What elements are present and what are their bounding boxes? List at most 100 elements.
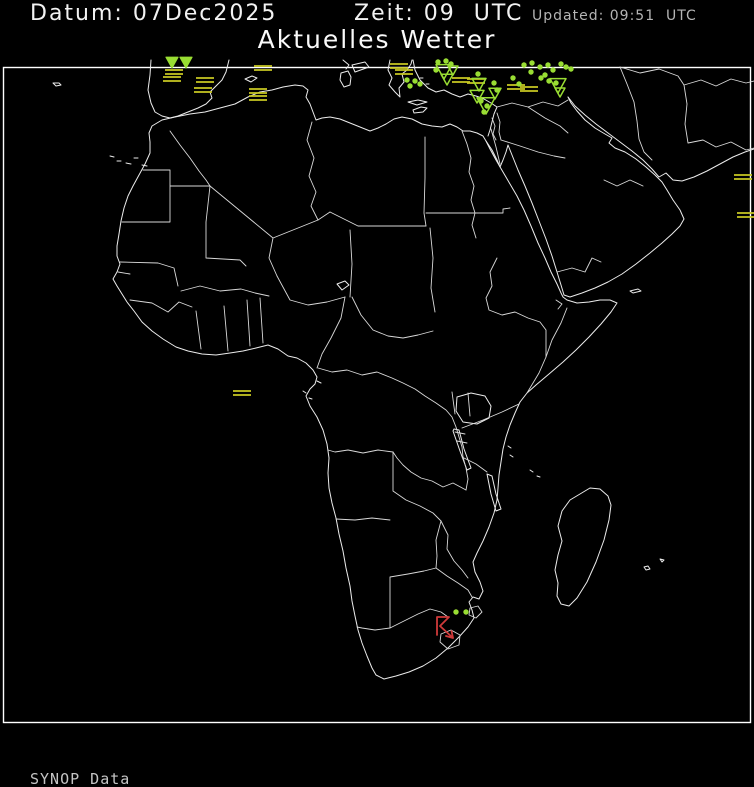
page-title: Aktuelles Wetter (257, 25, 497, 54)
guinea-borders (129, 299, 193, 313)
angola-drc-border (327, 449, 394, 454)
rain-dot-symbol (435, 59, 441, 65)
turkey-levant-coastline (412, 59, 498, 137)
rain-dot-symbol (491, 80, 497, 86)
rain-dot-symbol (475, 71, 481, 77)
mist-symbol (390, 63, 408, 69)
rain-dot-symbol (528, 69, 534, 75)
rain-dot-symbol (558, 61, 564, 67)
nile-river (461, 128, 501, 239)
mist-symbol (520, 86, 538, 92)
afghanistan-borders (683, 78, 754, 151)
botswana-southafrica-border (389, 608, 449, 629)
mist-symbol (734, 174, 752, 180)
iran-gulf-coastline (567, 96, 754, 182)
namibia-botswana-borders (356, 567, 437, 631)
lake-malawi (486, 473, 502, 512)
coastlines-layer (52, 59, 754, 680)
rain-dot-symbol (443, 58, 449, 64)
rain-dot-symbol (407, 83, 413, 89)
arabia-coastline (485, 96, 685, 298)
iran-north-border (619, 66, 685, 86)
eswatini-border (468, 605, 483, 619)
shower-triangle-symbol (549, 77, 567, 94)
shower-triangle-symbol (476, 97, 496, 115)
map-frame (2, 66, 752, 724)
reunion-mauritius-islands (643, 558, 665, 571)
sicily-italy (342, 59, 370, 73)
morocco-algeria-border (169, 130, 211, 187)
socotra-island (629, 288, 642, 294)
algeria-libya-border (306, 121, 331, 221)
mist-symbol (196, 77, 214, 83)
turkey-syria-border (496, 99, 569, 108)
levant-borders (491, 112, 502, 141)
western-sahara-borders (121, 169, 211, 223)
madagascar (554, 487, 612, 607)
iraq-iran-border (619, 66, 653, 161)
rain-dot-symbol (417, 81, 423, 87)
zimbabwe-borders (435, 520, 473, 598)
greece-coastline (387, 59, 413, 98)
mist-symbol (467, 78, 485, 84)
rain-dot-symbol (537, 64, 543, 70)
libya-south-border (329, 211, 427, 227)
egypt-libya-border (423, 136, 427, 227)
updated-label: Updated: 09:51 UTC (532, 8, 697, 24)
egypt-sudan-border (425, 207, 511, 214)
balearic-islands (244, 75, 258, 83)
niger-chad-border (349, 229, 353, 298)
shower-triangle-symbol (554, 87, 566, 98)
rain-dot-symbol (412, 78, 418, 84)
shower-triangle-symbol (488, 87, 502, 100)
rain-dot-symbol (542, 72, 548, 78)
cyprus (412, 106, 428, 114)
rain-dot-symbol (404, 77, 410, 83)
rain-dot-symbol (521, 62, 527, 68)
iraq-saudi-borders (500, 106, 569, 159)
lesotho-border (439, 629, 461, 650)
weather-symbols-layer (163, 56, 754, 639)
crete-aegean-islands (407, 77, 430, 106)
africa-coastline (112, 84, 618, 680)
angola-namibia-border (335, 517, 391, 521)
canary-islands (109, 155, 148, 167)
time-label: Zeit: 09 UTC (354, 1, 524, 26)
algeria-mali-niger-borders (209, 185, 319, 277)
rain-dot-symbol (568, 66, 574, 72)
mist-symbol (737, 212, 754, 218)
madeira-island (52, 82, 62, 87)
lake-chad (336, 280, 350, 291)
burkina-borders (180, 285, 270, 297)
footer-data-source: SYNOP Data (30, 770, 131, 787)
shower-triangle-symbol (469, 89, 485, 104)
west-africa-borders (195, 297, 264, 352)
rain-dot-symbol (553, 80, 559, 86)
iberia-coastline (147, 59, 230, 119)
shower-triangle-filled-symbol (165, 56, 179, 69)
rain-dot-symbol (516, 81, 522, 87)
thunderstorm-symbol (436, 616, 454, 639)
chad-car-border (351, 296, 434, 339)
rain-dot-symbol (484, 103, 490, 109)
rain-dot-symbol (433, 67, 439, 73)
zanzibar-comoros-islands (507, 445, 541, 478)
niger-nigeria-border (276, 275, 346, 306)
rain-dot-symbol (545, 62, 551, 68)
country-borders-layer (117, 66, 754, 650)
mist-symbol (254, 65, 272, 71)
rain-dot-symbol (510, 75, 516, 81)
footer-credits: SYNOP Data (C) Wetterzentrale www.wetter… (30, 732, 241, 787)
senegal-borders (117, 261, 179, 287)
mist-symbol (249, 95, 267, 101)
rain-dot-symbol (463, 609, 469, 615)
rain-dot-symbol (529, 60, 535, 66)
date-label: Datum: 07Dec2025 (30, 1, 278, 26)
shower-triangle-symbol (447, 65, 459, 76)
mist-symbol (507, 84, 525, 90)
ethiopia-borders (485, 257, 563, 358)
arabia-internal-borders (556, 179, 644, 273)
shower-triangle-symbol (471, 77, 487, 92)
